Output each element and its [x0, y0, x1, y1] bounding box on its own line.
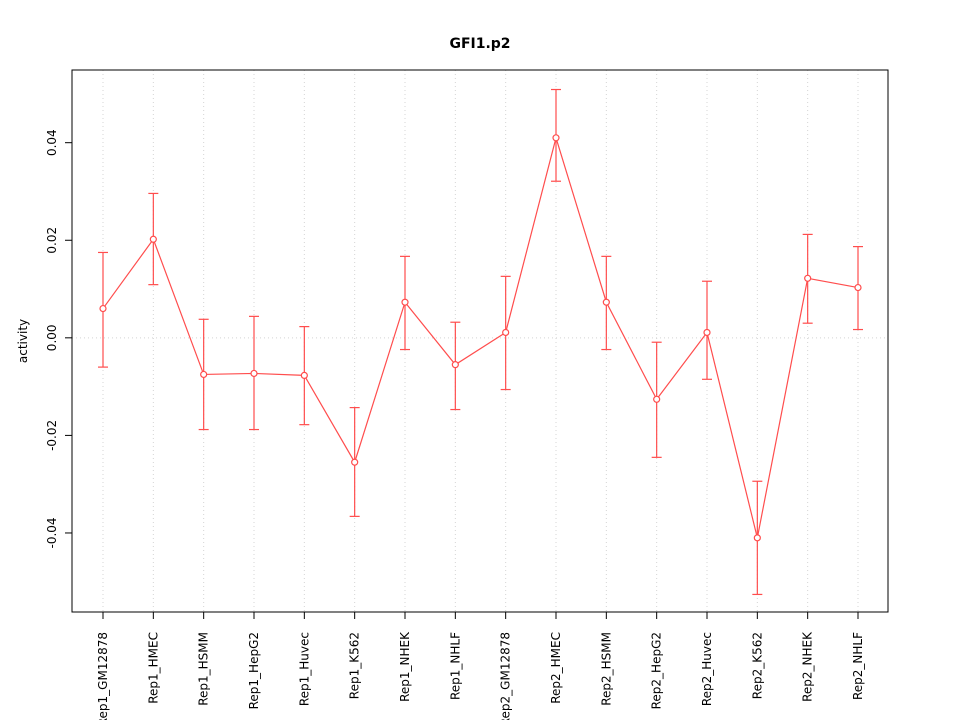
chart-title: GFI1.p2: [449, 36, 510, 52]
data-point: [200, 370, 208, 379]
data-point: [451, 361, 459, 369]
x-tick-label: Rep2_K562: [750, 632, 764, 699]
x-tick-label: Rep2_Huvec: [700, 632, 714, 706]
x-tick-label: Rep2_GM12878: [499, 632, 513, 720]
x-tick-label: Rep2_HepG2: [650, 632, 664, 709]
x-tick-label: Rep1_HSMM: [197, 632, 211, 706]
data-point: [351, 458, 359, 466]
data-point: [854, 283, 862, 292]
y-tick-label: -0.04: [45, 517, 59, 548]
x-tick-label: Rep1_NHLF: [448, 632, 462, 700]
x-tick-label: Rep1_K562: [348, 632, 362, 699]
data-point: [703, 328, 711, 337]
x-tick-label: Rep2_NHLF: [851, 632, 865, 700]
x-tick-label: Rep1_GM12878: [96, 632, 110, 720]
x-tick-label: Rep1_Huvec: [297, 632, 311, 706]
data-point: [804, 274, 812, 282]
y-tick-label: 0.00: [45, 324, 59, 351]
data-point: [552, 134, 560, 142]
data-point: [99, 304, 107, 313]
x-tick-label: Rep1_NHEK: [398, 631, 412, 702]
axes-layer: -0.04 -0.02 0.00 0.02 0.04 Rep1_GM12878 Rep1_H…: [45, 129, 865, 720]
data-point: [300, 371, 308, 379]
data-point: [149, 235, 157, 243]
plot-border: [71, 69, 889, 613]
series-line: [102, 135, 859, 538]
y-axis-label: activity: [16, 319, 30, 363]
x-tick-label: Rep2_HSMM: [599, 632, 613, 706]
y-tick-label: 0.04: [45, 129, 59, 156]
data-point: [653, 395, 661, 403]
x-tick-label: Rep1_HMEC: [146, 632, 160, 704]
y-tick-label: 0.02: [45, 227, 59, 254]
y-tick-label: -0.02: [45, 420, 59, 451]
data-point: [401, 298, 409, 306]
data-point: [602, 298, 610, 306]
x-tick-label: Rep2_HMEC: [549, 632, 563, 704]
data-point: [753, 534, 761, 542]
data-point: [502, 328, 510, 337]
x-tick-label: Rep1_HepG2: [247, 632, 261, 709]
grid-layer: [102, 70, 859, 612]
x-tick-label: Rep2_NHEK: [801, 631, 815, 702]
data-point: [250, 369, 258, 378]
series-layer: [98, 88, 863, 596]
